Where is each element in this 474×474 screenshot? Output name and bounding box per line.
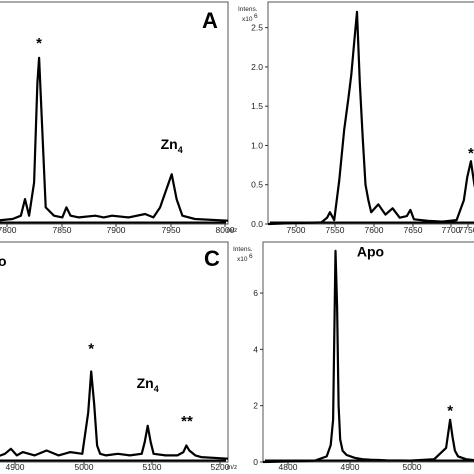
y-tick-label: 2.5 <box>251 23 263 33</box>
x-tick-label: 5100 <box>143 462 162 472</box>
peak-label-subscript: 4 <box>154 384 159 394</box>
y-tick-label: 0 <box>253 457 258 467</box>
peak-label: Zn4 <box>137 375 159 394</box>
x-axis-label: m/z <box>227 227 237 234</box>
spectrum-trace <box>0 370 229 460</box>
panel-letter: C <box>204 246 220 271</box>
x-tick-label: 4900 <box>341 462 360 472</box>
peak-label-text: Zn <box>161 136 178 152</box>
y-tick-label: 4 <box>253 344 258 354</box>
y-axis-label: Intens. <box>233 246 253 253</box>
x-tick-label: 7800 <box>0 225 17 235</box>
spectrum-trace <box>267 10 474 226</box>
x-tick-label: 8000 <box>216 225 235 235</box>
peak-marker: * <box>468 145 474 162</box>
y-axis-label: Intens. <box>238 6 258 13</box>
plot-frame <box>0 241 229 463</box>
peak-marker: * <box>88 340 94 357</box>
y-multiplier-exponent: 6 <box>249 253 253 260</box>
peak-label: Apo <box>357 243 384 259</box>
x-tick-label: 7950 <box>162 225 181 235</box>
x-tick-label: 4800 <box>279 462 298 472</box>
peak-label: Zn4 <box>161 136 183 155</box>
x-axis-label: m/z <box>227 464 237 471</box>
spectrum-trace <box>0 56 229 222</box>
x-tick-label: 7600 <box>365 225 384 235</box>
x-tick-label: 7650 <box>404 225 423 235</box>
y-tick-label: 2 <box>253 401 258 411</box>
x-tick-label: 5200 <box>211 462 230 472</box>
y-multiplier: x10 <box>242 16 253 23</box>
x-tick-label: 4900 <box>6 462 25 472</box>
x-tick-label: 7900 <box>107 225 126 235</box>
y-multiplier-exponent: 6 <box>254 13 258 20</box>
y-tick-label: 6 <box>253 288 258 298</box>
peak-label-subscript: 4 <box>178 145 183 155</box>
x-tick-label: 7700 <box>442 225 461 235</box>
peak-label-text: Zn <box>137 375 154 391</box>
panel-letter: A <box>202 8 218 33</box>
spectrum-trace <box>262 249 474 464</box>
x-tick-label: 5000 <box>75 462 94 472</box>
x-tick-label: 5000 <box>403 462 422 472</box>
peak-marker: * <box>36 35 42 52</box>
y-tick-label: 0.5 <box>251 180 263 190</box>
plot-frame <box>267 1 474 225</box>
plot-frame <box>262 241 474 463</box>
y-tick-label: 1.0 <box>251 140 263 150</box>
y-tick-label: 0.0 <box>251 219 263 229</box>
y-tick-label: 2.0 <box>251 62 263 72</box>
x-tick-label: 7500 <box>287 225 306 235</box>
peak-label-text: Apo <box>357 243 384 259</box>
plot-frame <box>0 1 229 225</box>
y-tick-label: 1.5 <box>251 101 263 111</box>
peak-marker: ** <box>181 413 193 430</box>
x-tick-label: 7850 <box>53 225 72 235</box>
x-tick-label: 7550 <box>326 225 345 235</box>
panel-title-partial: o <box>0 253 7 269</box>
peak-marker: * <box>447 403 453 420</box>
y-multiplier: x10 <box>237 256 248 263</box>
